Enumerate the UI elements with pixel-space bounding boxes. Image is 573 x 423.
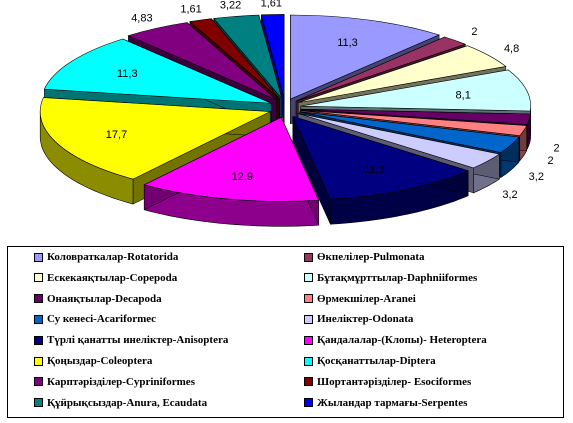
data-label-3: 8,1 <box>456 90 471 102</box>
slice-12 <box>127 22 277 101</box>
slice-5 <box>300 110 528 137</box>
legend-label: Қосқанаттылар-Diptera <box>317 355 436 367</box>
slice-10 <box>39 97 272 180</box>
slice-0 <box>290 14 440 100</box>
data-label-7: 3,2 <box>502 189 517 201</box>
legend-label: Ескекаяқтылар-Copepoda <box>47 271 178 284</box>
slice-13 <box>189 18 280 100</box>
legend-item: Бұтақмұрттылар-Daphniiformes <box>304 270 477 286</box>
legend-swatch <box>304 252 313 262</box>
legend-item: Инеліктер-Odonata <box>304 311 413 327</box>
chart-legend: Коловраткалар-Rotatorida Өкпелілер-Pulmon… <box>7 246 564 418</box>
data-label-9: 12,9 <box>232 171 253 183</box>
slice-9 <box>143 116 320 202</box>
legend-swatch <box>304 398 313 408</box>
legend-swatch <box>304 377 313 387</box>
legend-swatch <box>304 314 313 324</box>
legend-label: Қоңыздар-Coleoptera <box>47 355 153 367</box>
data-label-10: 17,7 <box>106 129 127 141</box>
legend-item: Құйрықсыздар-Anura, Ecaudata <box>34 395 207 411</box>
slice-8 <box>292 115 469 200</box>
slice-11 <box>43 38 272 104</box>
legend-swatch <box>34 377 43 387</box>
legend-item: Түрлі қанатты инеліктер-Anisoptera <box>34 332 228 348</box>
legend-item: Өкпелілер-Pulmonata <box>304 249 425 265</box>
data-label-1: 2 <box>471 26 477 38</box>
legend-swatch <box>304 335 313 345</box>
legend-item: Қосқанаттылар-Diptera <box>304 353 436 369</box>
data-label-8: 11,3 <box>364 164 385 176</box>
legend-item: Қандалалар-(Клопы)- Heteroptera <box>304 332 487 348</box>
legend-item: Су кенесі-Acariformec <box>34 311 156 327</box>
legend-label: Шортантәрізділер- Esociformes <box>317 375 472 388</box>
data-label-5: 2 <box>547 155 553 167</box>
legend-label: Құйрықсыздар-Anura, Ecaudata <box>47 396 208 409</box>
legend-swatch <box>34 294 43 304</box>
legend-item: Қоңыздар-Coleoptera <box>34 353 152 369</box>
legend-swatch <box>34 252 43 262</box>
legend-label: Жыландар тармағы-Serpentes <box>317 396 468 409</box>
slice-7 <box>298 113 501 169</box>
pie-chart: 11,324,88,1223,23,211,312,917,711,34,831… <box>39 0 560 227</box>
legend-label: Өрмекшілер-Aranei <box>317 292 416 305</box>
slice-2 <box>298 45 507 103</box>
legend-label: Су кенесі-Acariformec <box>47 313 157 326</box>
slice-14 <box>213 14 283 99</box>
data-label-14: 3,22 <box>220 0 241 11</box>
legend-item: Өрмекшілер-Aranei <box>304 291 416 307</box>
legend-swatch <box>34 335 43 345</box>
slice-6 <box>299 111 520 153</box>
slice-1 <box>295 36 467 102</box>
data-label-15: 1,61 <box>261 0 282 9</box>
data-label-13: 1,61 <box>180 4 201 16</box>
data-label-0: 11,3 <box>337 37 358 49</box>
legend-swatch <box>34 356 43 366</box>
legend-item: Карптәрізділер-Cypriniformes <box>34 374 195 390</box>
legend-item: Коловраткалар-Rotatorida <box>34 249 178 265</box>
legend-label: Коловраткалар-Rotatorida <box>47 251 179 263</box>
legend-label: Онаяқтылар-Decapoda <box>47 292 162 305</box>
data-label-4: 2 <box>554 142 560 154</box>
data-label-2: 4,8 <box>504 43 519 55</box>
slice-15 <box>260 14 285 99</box>
legend-swatch <box>34 314 43 324</box>
slice-3 <box>300 69 531 112</box>
legend-item: Шортантәрізділер- Esociformes <box>304 374 471 390</box>
data-label-12: 4,83 <box>131 13 152 25</box>
legend-label: Қандалалар-(Клопы)- Heteroptera <box>317 334 487 347</box>
legend-label: Инеліктер-Odonata <box>317 313 414 326</box>
slice-4 <box>300 108 531 125</box>
legend-swatch <box>304 294 313 304</box>
data-label-6: 3,2 <box>529 171 544 183</box>
legend-swatch <box>304 356 313 366</box>
legend-item: Ескекаяқтылар-Copepoda <box>34 270 177 286</box>
legend-label: Өкпелілер-Pulmonata <box>317 251 425 263</box>
legend-swatch <box>304 273 313 283</box>
legend-item: Жыландар тармағы-Serpentes <box>304 395 467 411</box>
legend-swatch <box>34 273 43 283</box>
legend-swatch <box>34 398 43 408</box>
data-label-11: 11,3 <box>117 68 138 80</box>
legend-label: Бұтақмұрттылар-Daphniiformes <box>317 271 478 284</box>
legend-label: Түрлі қанатты инеліктер-Anisoptera <box>47 334 229 347</box>
legend-label: Карптәрізділер-Cypriniformes <box>47 375 195 388</box>
legend-item: Онаяқтылар-Decapoda <box>34 291 162 307</box>
